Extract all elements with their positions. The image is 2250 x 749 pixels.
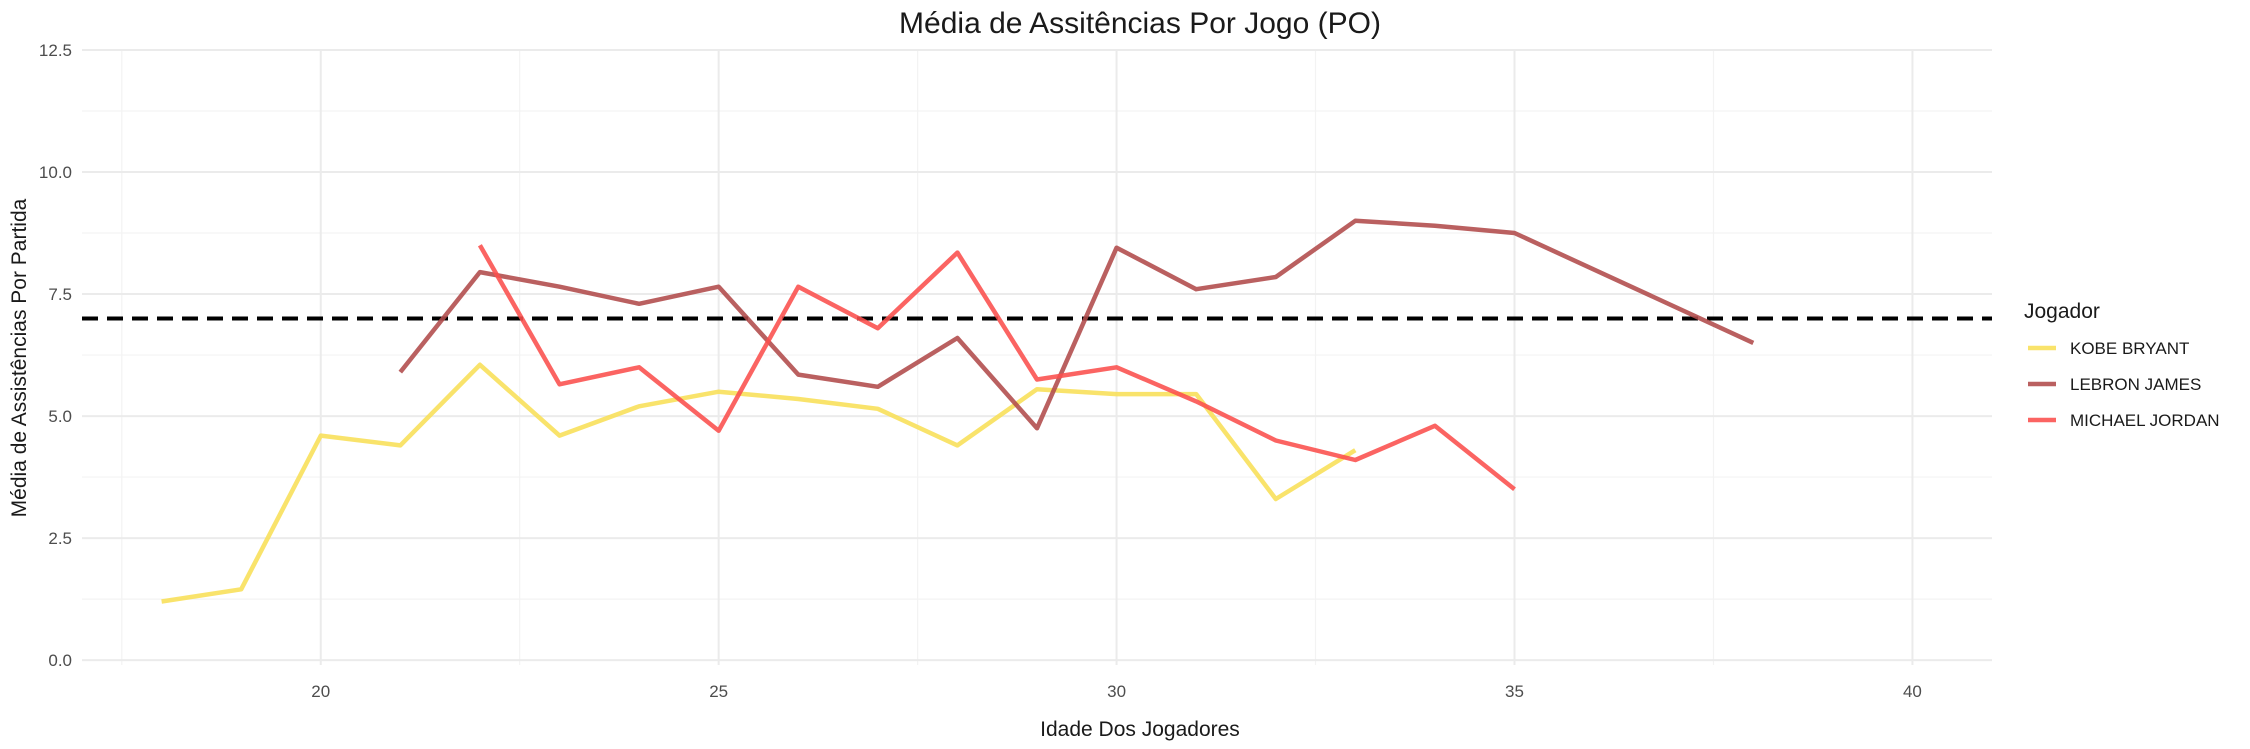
x-tick-label: 20 <box>311 682 330 701</box>
x-tick-label: 35 <box>1505 682 1524 701</box>
y-tick-label: 10.0 <box>39 163 72 182</box>
x-tick-label: 40 <box>1903 682 1922 701</box>
y-tick-label: 12.5 <box>39 41 72 60</box>
grid-major <box>82 49 1992 665</box>
grid-minor <box>82 50 1992 665</box>
legend-label-lebron-james: LEBRON JAMES <box>2070 375 2201 394</box>
x-tick-label: 25 <box>709 682 728 701</box>
y-tick-label: 7.5 <box>48 285 72 304</box>
y-axis-ticks: 0.0 2.5 5.0 7.5 10.0 12.5 <box>39 41 72 670</box>
legend-label-kobe-bryant: KOBE BRYANT <box>2070 339 2189 358</box>
chart-title: Média de Assitências Por Jogo (PO) <box>899 7 1381 40</box>
series-line-lebron-james <box>398 218 1755 431</box>
series-lines <box>161 218 1755 604</box>
x-axis-title: Idade Dos Jogadores <box>1040 718 1240 741</box>
y-tick-label: 0.0 <box>48 651 72 670</box>
legend-label-michael-jordan: MICHAEL JORDAN <box>2070 411 2220 430</box>
x-tick-label: 30 <box>1107 682 1126 701</box>
y-tick-label: 2.5 <box>48 529 72 548</box>
series-line-michael-jordan <box>477 244 1516 492</box>
legend-title: Jogador <box>2024 300 2100 323</box>
y-tick-label: 5.0 <box>48 407 72 426</box>
series-line-kobe-bryant <box>161 362 1357 604</box>
legend: Jogador KOBE BRYANT LEBRON JAMES MICHAEL J… <box>2024 300 2220 430</box>
x-axis-ticks: 20 25 30 35 40 <box>311 682 1922 701</box>
y-axis-title: Média de Assistências Por Partida <box>8 198 31 517</box>
